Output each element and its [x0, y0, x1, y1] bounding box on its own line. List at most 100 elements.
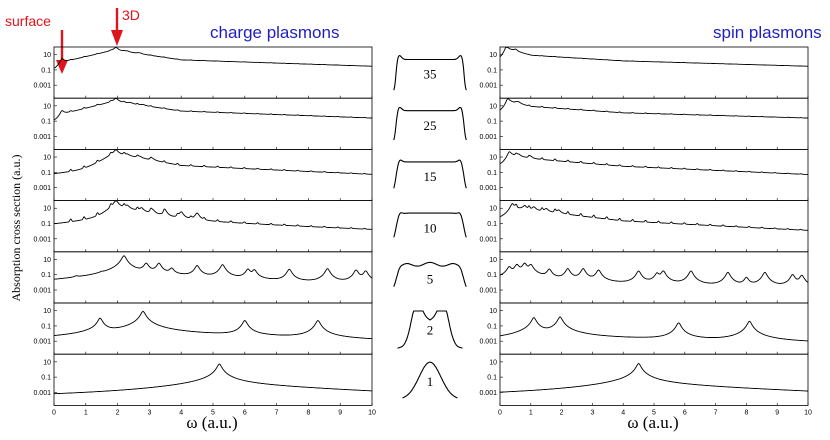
y-tick-label: 0.1: [41, 272, 51, 279]
spin-spectrum-series-4: [499, 262, 809, 284]
y-tick-label: 10: [43, 52, 51, 59]
spin-panel-frame: [499, 353, 809, 406]
charge-spectrum-series-2: [54, 149, 372, 175]
x-tick-label: 0: [52, 409, 56, 416]
y-tick-label: 0.1: [41, 67, 51, 74]
density-curve: [393, 212, 467, 238]
size-label: 5: [427, 272, 434, 287]
x-tick-label: 9: [775, 409, 779, 416]
y-tick-label: 0.001: [479, 339, 497, 346]
x-tick-label: 5: [652, 409, 656, 416]
charge-panel-row-5: 10 0.1 0.001: [33, 302, 373, 355]
x-tick-label: 3: [147, 409, 151, 416]
charge-spectrum-series-5: [53, 310, 372, 340]
x-tick-label: 7: [275, 409, 279, 416]
spin-spectrum-series-0: [499, 46, 808, 67]
charge-panel-frame: [53, 148, 373, 201]
y-tick-label: 0.001: [33, 83, 51, 90]
y-tick-label: 10: [489, 359, 497, 366]
density-profile-6: 1: [402, 361, 458, 399]
spin-panel-frame: [499, 302, 809, 355]
y-tick-label: 0.001: [479, 390, 497, 397]
title-spin: spin plasmons: [713, 23, 822, 42]
size-label: 25: [424, 118, 437, 133]
spin-panel-row-2: 10 0.1 0.001: [479, 148, 809, 201]
y-tick-label: 0.1: [41, 119, 51, 126]
charge-spectrum-series-4: [54, 255, 373, 281]
arrow-surface: [56, 30, 68, 74]
charge-panel-frame: [53, 251, 373, 304]
x-tick-label: 2: [560, 409, 564, 416]
annotation-surface: surface: [5, 13, 51, 29]
spin-spectrum-series-1: [499, 98, 809, 119]
y-tick-label: 0.1: [487, 221, 497, 228]
y-tick-label: 10: [43, 359, 51, 366]
spin-panel-row-5: 10 0.1 0.001: [479, 302, 809, 355]
y-tick-label: 0.1: [487, 323, 497, 330]
charge-panel-row-6: 10 0.1 0.001 0 1 2 3 4 5 6 7 8 9 10: [33, 353, 376, 416]
x-axis-label-left: ω (a.u.): [186, 413, 237, 432]
arrow-3d: [111, 8, 123, 46]
y-tick-label: 0.001: [33, 185, 51, 192]
x-tick-label: 7: [714, 409, 718, 416]
x-tick-label: 9: [338, 409, 342, 416]
x-tick-label: 8: [306, 409, 310, 416]
spin-panel-row-3: 10 0.1 0.001: [479, 200, 809, 253]
size-label: 10: [424, 220, 437, 235]
charge-spectrum-series-1: [53, 98, 372, 121]
size-label: 35: [424, 67, 437, 82]
charge-panel-row-3: 10 0.1 0.001: [33, 200, 373, 253]
spin-panel-frame: [499, 46, 809, 99]
y-tick-label: 0.1: [41, 221, 51, 228]
y-tick-label: 0.001: [33, 134, 51, 141]
charge-spectrum-series-0: [53, 46, 372, 69]
y-tick-label: 0.001: [33, 390, 51, 397]
x-tick-label: 1: [529, 409, 533, 416]
y-tick-label: 0.1: [41, 375, 51, 382]
y-tick-label: 0.001: [33, 236, 51, 243]
spin-spectrum-series-2: [499, 151, 808, 175]
spin-panel-frame: [499, 97, 809, 150]
density-curve: [397, 310, 463, 349]
y-axis-label: Absorption cross section (a.u.): [9, 155, 23, 302]
y-tick-label: 10: [489, 257, 497, 264]
size-label: 2: [427, 323, 434, 338]
x-tick-label: 4: [621, 409, 625, 416]
y-tick-label: 0.001: [479, 185, 497, 192]
density-profile-1: 25: [393, 106, 467, 141]
y-tick-label: 10: [43, 257, 51, 264]
y-tick-label: 0.1: [41, 170, 51, 177]
charge-panel-row-0: 10 0.1 0.001: [33, 46, 373, 99]
density-profile-2: 15: [393, 159, 467, 189]
y-tick-label: 0.1: [487, 67, 497, 74]
density-curve: [393, 106, 467, 141]
y-tick-label: 10: [489, 308, 497, 315]
y-tick-label: 0.1: [41, 323, 51, 330]
x-tick-label: 1: [84, 409, 88, 416]
charge-spectrum-series-6: [54, 363, 372, 395]
y-tick-label: 0.001: [479, 288, 497, 295]
y-tick-label: 0.001: [33, 288, 51, 295]
spin-spectrum-series-5: [500, 316, 808, 342]
y-tick-label: 10: [43, 308, 51, 315]
y-tick-label: 10: [43, 155, 51, 162]
x-axis-label-right: ω (a.u.): [627, 413, 678, 432]
density-profile-3: 10: [393, 212, 467, 238]
y-tick-label: 10: [489, 52, 497, 59]
density-curve: [393, 159, 467, 189]
spin-panel-row-0: 10 0.1 0.001: [479, 46, 809, 99]
y-tick-label: 0.1: [487, 375, 497, 382]
charge-panel-frame: [53, 353, 373, 406]
x-tick-label: 5: [211, 409, 215, 416]
spin-spectrum-series-6: [499, 363, 808, 393]
density-curve: [402, 361, 458, 399]
charge-panel-row-4: 10 0.1 0.001: [33, 251, 373, 304]
charge-panel-row-2: 10 0.1 0.001: [33, 148, 373, 201]
spin-spectrum-series-3: [499, 203, 809, 231]
y-tick-label: 10: [43, 206, 51, 213]
x-tick-label: 2: [116, 409, 120, 416]
size-label: 15: [424, 169, 437, 184]
charge-spectrum-series-3: [54, 200, 372, 230]
x-tick-label: 8: [744, 409, 748, 416]
